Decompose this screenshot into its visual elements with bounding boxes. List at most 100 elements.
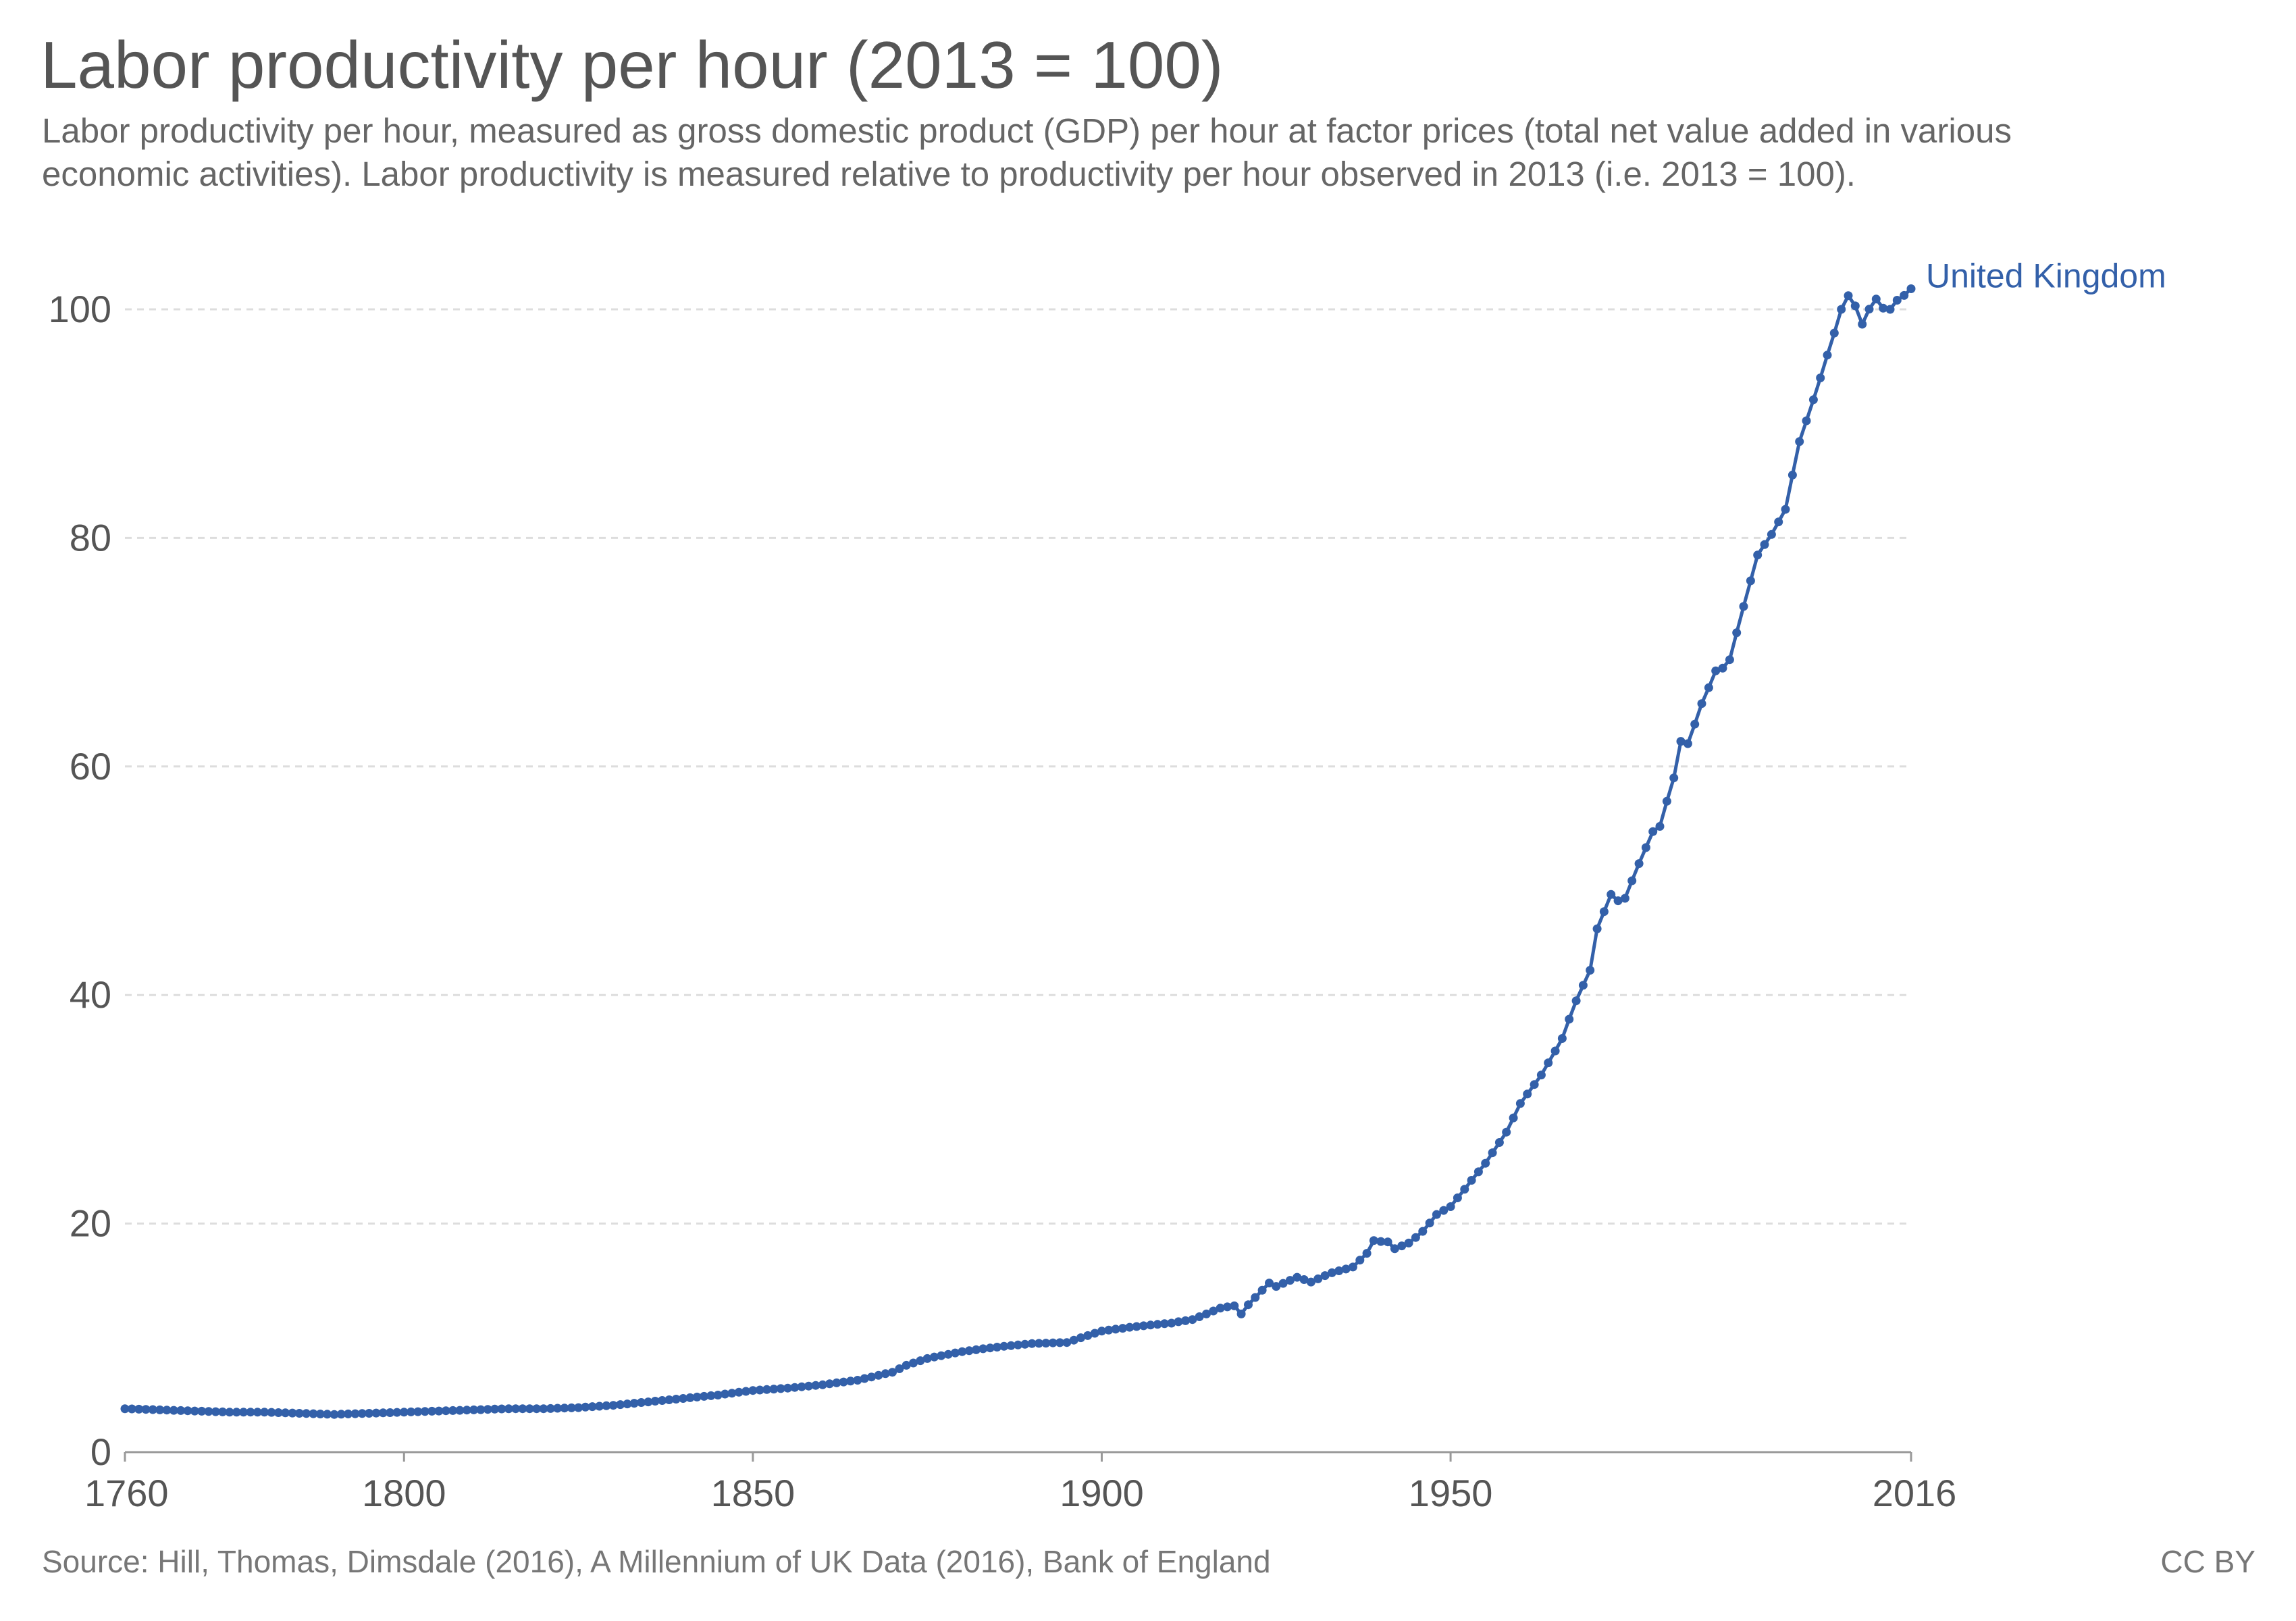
data-point-1791[interactable]: [336, 1410, 346, 1419]
data-point-1816[interactable]: [511, 1404, 521, 1414]
data-point-1863[interactable]: [839, 1377, 848, 1387]
data-point-1974[interactable]: [1613, 896, 1623, 906]
data-point-1795[interactable]: [365, 1409, 374, 1418]
data-point-1916[interactable]: [1209, 1306, 1218, 1316]
data-point-1924[interactable]: [1265, 1279, 1274, 1288]
data-point-1803[interactable]: [420, 1407, 429, 1416]
data-point-1860[interactable]: [818, 1380, 827, 1389]
data-point-1980[interactable]: [1655, 822, 1665, 831]
data-point-1832[interactable]: [623, 1399, 632, 1409]
data-point-1957[interactable]: [1494, 1138, 1504, 1147]
data-point-1874[interactable]: [916, 1356, 925, 1366]
data-point-1925[interactable]: [1272, 1282, 1281, 1291]
data-point-2005[interactable]: [1829, 328, 1839, 338]
data-point-1828[interactable]: [595, 1401, 604, 1411]
data-point-1796[interactable]: [371, 1408, 381, 1418]
data-point-2013[interactable]: [1885, 305, 1895, 314]
data-point-1821[interactable]: [546, 1404, 555, 1413]
data-point-1969[interactable]: [1578, 981, 1588, 990]
data-point-1824[interactable]: [567, 1403, 576, 1412]
data-point-1820[interactable]: [539, 1404, 548, 1414]
data-point-1867[interactable]: [867, 1372, 876, 1382]
data-point-1960[interactable]: [1515, 1099, 1525, 1108]
data-point-2008[interactable]: [1850, 301, 1860, 311]
data-point-1923[interactable]: [1257, 1285, 1267, 1295]
data-point-1910[interactable]: [1167, 1318, 1176, 1328]
data-point-1992[interactable]: [1739, 602, 1748, 611]
data-point-1987[interactable]: [1704, 683, 1713, 692]
data-point-1912[interactable]: [1181, 1316, 1190, 1325]
data-point-1798[interactable]: [386, 1408, 395, 1417]
data-point-1764[interactable]: [148, 1405, 157, 1414]
data-point-1907[interactable]: [1146, 1320, 1155, 1330]
data-point-1817[interactable]: [518, 1404, 527, 1414]
data-point-1856[interactable]: [790, 1383, 800, 1392]
data-point-1794[interactable]: [357, 1409, 367, 1418]
data-point-1937[interactable]: [1355, 1256, 1365, 1265]
data-point-1767[interactable]: [169, 1406, 178, 1415]
data-point-1774[interactable]: [218, 1407, 228, 1416]
data-point-1913[interactable]: [1188, 1315, 1197, 1324]
data-point-2002[interactable]: [1808, 395, 1818, 405]
data-point-1973[interactable]: [1607, 890, 1616, 899]
data-point-2012[interactable]: [1879, 303, 1888, 313]
data-point-1847[interactable]: [727, 1389, 737, 1398]
data-point-1904[interactable]: [1125, 1322, 1134, 1332]
data-point-1967[interactable]: [1565, 1014, 1574, 1024]
data-point-1783[interactable]: [281, 1408, 290, 1418]
data-point-1898[interactable]: [1083, 1331, 1093, 1340]
data-point-1919[interactable]: [1230, 1301, 1239, 1310]
data-point-1809[interactable]: [462, 1406, 471, 1415]
data-point-1918[interactable]: [1223, 1302, 1232, 1312]
data-point-1985[interactable]: [1690, 719, 1700, 729]
data-point-1781[interactable]: [267, 1408, 276, 1417]
data-point-1996[interactable]: [1767, 530, 1776, 539]
data-point-1977[interactable]: [1634, 859, 1644, 869]
data-point-1935[interactable]: [1341, 1264, 1351, 1274]
data-point-1931[interactable]: [1313, 1274, 1323, 1283]
data-point-1826[interactable]: [581, 1402, 590, 1412]
data-point-1775[interactable]: [225, 1408, 234, 1417]
data-point-1983[interactable]: [1676, 737, 1686, 746]
data-point-1953[interactable]: [1467, 1176, 1476, 1185]
data-point-1760[interactable]: [120, 1404, 130, 1414]
data-point-1900[interactable]: [1097, 1327, 1106, 1336]
data-point-1883[interactable]: [979, 1344, 988, 1354]
data-point-1830[interactable]: [608, 1401, 618, 1410]
data-point-1911[interactable]: [1174, 1317, 1183, 1327]
data-point-1994[interactable]: [1753, 550, 1763, 560]
data-point-1812[interactable]: [483, 1405, 492, 1414]
data-point-1884[interactable]: [985, 1343, 995, 1353]
data-point-1981[interactable]: [1662, 796, 1671, 806]
data-point-2016[interactable]: [1906, 284, 1916, 293]
data-point-1815[interactable]: [504, 1404, 513, 1414]
data-point-1788[interactable]: [315, 1410, 325, 1418]
data-point-1804[interactable]: [427, 1406, 437, 1416]
data-point-1806[interactable]: [441, 1406, 450, 1416]
data-point-1979[interactable]: [1648, 827, 1658, 836]
data-point-1784[interactable]: [288, 1408, 297, 1418]
data-point-1792[interactable]: [344, 1409, 353, 1418]
data-point-1800[interactable]: [399, 1408, 409, 1417]
data-point-1834[interactable]: [637, 1398, 646, 1407]
data-point-1891[interactable]: [1035, 1339, 1043, 1348]
data-point-1998[interactable]: [1781, 505, 1790, 514]
data-point-1770[interactable]: [190, 1406, 199, 1416]
data-point-1964[interactable]: [1544, 1058, 1553, 1068]
data-point-1852[interactable]: [762, 1385, 771, 1394]
data-point-1819[interactable]: [532, 1404, 542, 1414]
data-point-1797[interactable]: [378, 1408, 388, 1418]
data-point-1991[interactable]: [1732, 628, 1742, 638]
data-point-2004[interactable]: [1823, 351, 1832, 360]
data-point-1948[interactable]: [1432, 1210, 1441, 1219]
data-point-1823[interactable]: [560, 1404, 569, 1413]
data-point-1893[interactable]: [1048, 1338, 1058, 1347]
data-point-1780[interactable]: [260, 1408, 269, 1417]
data-point-1811[interactable]: [476, 1405, 486, 1414]
data-point-1927[interactable]: [1285, 1276, 1295, 1285]
data-point-1906[interactable]: [1139, 1321, 1148, 1331]
data-point-1779[interactable]: [253, 1408, 262, 1417]
data-point-1941[interactable]: [1383, 1237, 1392, 1247]
data-point-1762[interactable]: [134, 1404, 144, 1414]
data-point-1877[interactable]: [937, 1351, 946, 1360]
